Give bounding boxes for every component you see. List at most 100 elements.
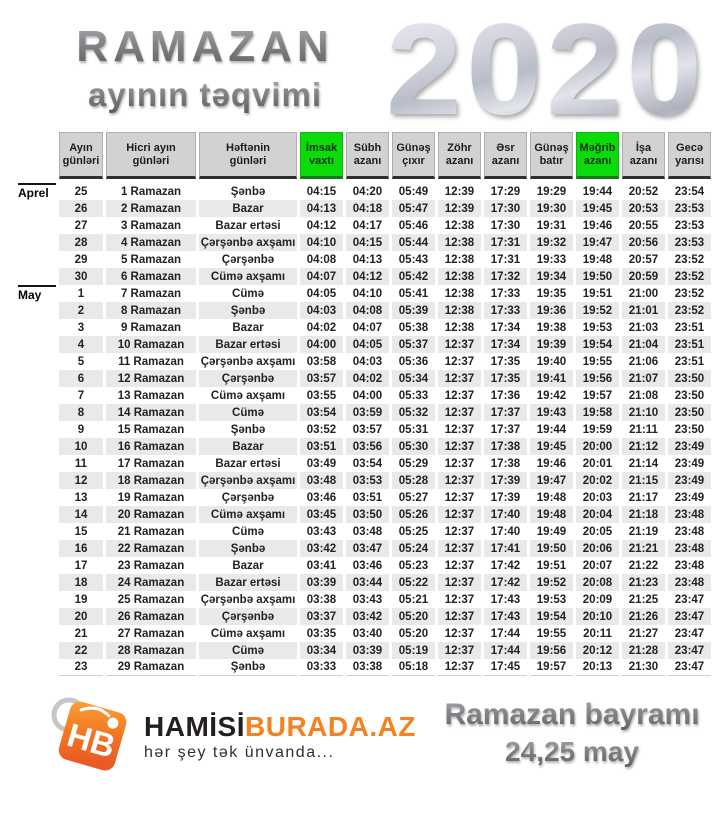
table-cell: 20 <box>59 608 103 625</box>
month-label <box>18 319 56 336</box>
table-cell: 20:02 <box>576 472 619 489</box>
table-cell: 20:53 <box>622 200 665 217</box>
table-cell: 12:37 <box>444 423 475 436</box>
table-cell: 21:28 <box>622 642 665 659</box>
table-row: 15 21 Ramazan Cümə 03:43 03:48 05:25 12:37 17:4… <box>4 523 711 540</box>
table-cell: 19:44 <box>582 185 613 198</box>
table-cell: 17:44 <box>484 642 527 659</box>
table-cell: 21:01 <box>622 302 665 319</box>
table-cell: 05:20 <box>398 627 429 640</box>
table-cell: Cümə <box>232 287 264 300</box>
table-cell: 19:50 <box>576 268 619 285</box>
table-cell: Cümə axşamı <box>210 627 286 640</box>
table-cell: 21:00 <box>628 287 659 300</box>
table-cell: 18 <box>59 574 103 591</box>
table-row: 14 20 Ramazan Cümə axşamı 03:45 03:50 05:26 12… <box>4 506 711 523</box>
table-cell: 19:51 <box>536 559 567 572</box>
table-cell: 12 Ramazan <box>106 370 196 387</box>
table-cell: 19:33 <box>536 253 567 266</box>
column-header: Məğrib azanı <box>576 132 619 179</box>
table-cell: 17:44 <box>490 627 521 640</box>
table-cell: 12:37 <box>438 336 481 353</box>
table-cell: 03:57 <box>352 423 383 436</box>
table-cell: 19:48 <box>536 491 567 504</box>
month-label <box>18 591 56 608</box>
table-cell: 23:48 <box>668 574 711 591</box>
table-cell: 22 <box>59 642 103 659</box>
month-label <box>18 200 56 217</box>
table-cell: 17:31 <box>490 253 521 266</box>
table-cell: 03:33 <box>300 659 343 676</box>
table-cell: 05:34 <box>392 370 435 387</box>
table-cell: 21:22 <box>628 559 659 572</box>
table-cell: 03:50 <box>346 506 389 523</box>
hamisiburada-logo: HB HAMİSİBURADA.AZ hər şey tək ünvanda..… <box>44 692 416 783</box>
table-cell: 03:42 <box>300 540 343 557</box>
table-cell: 05:44 <box>392 234 435 251</box>
table-cell: Bazar ertəsi <box>215 219 281 232</box>
table-cell: Çərşənbə <box>199 608 297 625</box>
table-cell: Bazar <box>199 200 297 217</box>
table-cell: 21:11 <box>629 423 658 436</box>
table-cell: 19:54 <box>530 608 573 625</box>
month-column-spacer <box>4 132 56 179</box>
table-cell: 04:07 <box>300 268 343 285</box>
table-cell: 04:03 <box>352 355 383 368</box>
table-cell: 04:00 <box>352 389 383 402</box>
table-row: 8 14 Ramazan Cümə 03:54 03:59 05:32 12:37 17:37… <box>4 404 711 421</box>
table-cell: 20:52 <box>628 185 659 198</box>
table-cell: 13 <box>74 491 88 504</box>
logo-name: HAMİSİBURADA.AZ <box>144 713 416 741</box>
table-cell: 04:13 <box>300 200 343 217</box>
table-cell: 21:08 <box>628 389 659 402</box>
table-cell: 7 <box>77 389 85 402</box>
table-cell: 19:35 <box>536 287 567 300</box>
table-cell: 03:57 <box>300 370 343 387</box>
table-cell: 19:29 <box>536 185 567 198</box>
table-cell: 19:52 <box>576 302 619 319</box>
table-cell: 20:06 <box>576 540 619 557</box>
table-cell: 20:11 <box>583 627 612 640</box>
table-cell: 21:19 <box>628 525 659 538</box>
column-header: İşa azanı <box>622 132 665 179</box>
month-label <box>18 506 56 523</box>
logo-tagline: hər şey tək ünvanda... <box>144 744 335 761</box>
table-cell: 23:53 <box>668 234 711 251</box>
table-cell: 04:10 <box>300 234 343 251</box>
table-cell: 23:50 <box>668 404 711 421</box>
table-cell: 03:43 <box>352 593 383 606</box>
poster-title: RAMAZAN ayının təqvimi <box>55 23 355 113</box>
table-cell: 12:37 <box>438 370 481 387</box>
table-cell: 19:42 <box>536 389 567 402</box>
table-row: 3 9 Ramazan Bazar 04:02 04:07 05:38 12:38 17:34… <box>4 319 711 336</box>
table-cell: Çərşənbə <box>199 370 297 387</box>
table-cell: 12:38 <box>444 253 475 266</box>
table-cell: 19:54 <box>576 336 619 353</box>
table-row: 11 17 Ramazan Bazar ertəsi 03:49 03:54 05:29 1… <box>4 455 711 472</box>
table-cell: 20:57 <box>628 253 659 266</box>
table-cell: 26 Ramazan <box>106 608 196 625</box>
table-cell: 19:52 <box>530 574 573 591</box>
table-cell: 23:47 <box>668 608 711 625</box>
table-cell: 03:56 <box>346 438 389 455</box>
table-cell: 05:21 <box>398 593 429 606</box>
table-row: 21 27 Ramazan Cümə axşamı 03:35 03:40 05:20 12… <box>4 625 711 642</box>
table-cell: 05:30 <box>392 438 435 455</box>
table-cell: 19:39 <box>530 336 573 353</box>
table-cell: 03:51 <box>352 491 383 504</box>
month-label <box>18 574 56 591</box>
table-cell: 4 Ramazan <box>106 234 196 251</box>
table-cell: 12:38 <box>438 268 481 285</box>
table-cell: 05:31 <box>398 423 429 436</box>
table-cell: 20:10 <box>576 608 619 625</box>
table-cell: 23:51 <box>668 336 711 353</box>
table-cell: 12:38 <box>444 321 475 334</box>
table-cell: 05:38 <box>398 321 429 334</box>
table-cell: 17:42 <box>484 574 527 591</box>
column-header: Hicri ayın günləri <box>106 132 196 179</box>
table-cell: 05:42 <box>392 268 435 285</box>
table-cell: 28 Ramazan <box>106 642 196 659</box>
table-cell: 15 Ramazan <box>117 423 185 436</box>
table-cell: 21 Ramazan <box>117 525 185 538</box>
table-cell: 12:38 <box>444 219 475 232</box>
